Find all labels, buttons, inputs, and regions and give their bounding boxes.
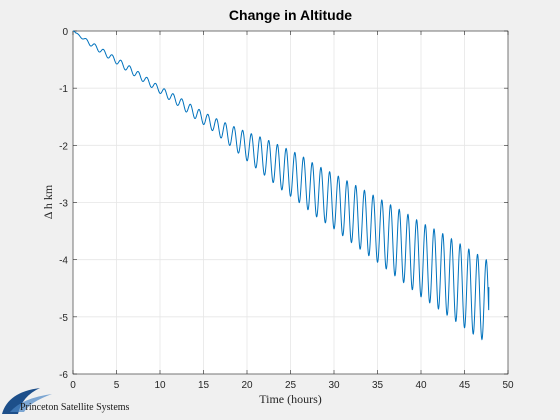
y-tick-labels: 0 -1 -2 -3 -4 -5 -6 bbox=[59, 27, 68, 381]
y-axis-label: Δ h km bbox=[41, 184, 55, 219]
y-tick-label: -6 bbox=[59, 370, 68, 381]
x-tick-label: 15 bbox=[198, 380, 210, 391]
logo-text: Princeton Satellite Systems bbox=[20, 402, 130, 413]
x-tick-label: 40 bbox=[415, 380, 427, 391]
y-tick-label: -4 bbox=[59, 256, 68, 267]
altitude-change-line bbox=[72, 30, 490, 341]
x-tick-label: 50 bbox=[502, 380, 514, 391]
logo-swoosh-accent-icon bbox=[10, 394, 52, 412]
logo-swoosh-icon bbox=[2, 388, 40, 414]
y-tick-label: -3 bbox=[59, 199, 68, 210]
x-tick-label: 5 bbox=[114, 380, 120, 391]
x-tick-label: 0 bbox=[70, 380, 76, 391]
y-tick-label: 0 bbox=[62, 27, 68, 38]
y-tick-label: -2 bbox=[59, 141, 68, 152]
x-tick-label: 45 bbox=[459, 380, 471, 391]
x-tick-label: 30 bbox=[328, 380, 340, 391]
x-tick-label: 25 bbox=[285, 380, 297, 391]
y-tick-label: -1 bbox=[59, 84, 68, 95]
chart-title: Change in Altitude bbox=[229, 7, 352, 23]
axes-box bbox=[72, 30, 509, 375]
princeton-logo: Princeton Satellite Systems bbox=[2, 388, 130, 414]
x-tick-label: 20 bbox=[241, 380, 253, 391]
y-tick-label: -5 bbox=[59, 313, 68, 324]
x-tick-labels: 0 5 10 15 20 25 30 35 40 45 50 bbox=[70, 380, 514, 391]
x-tick-label: 10 bbox=[154, 380, 166, 391]
x-tick-label: 35 bbox=[372, 380, 384, 391]
x-axis-label: Time (hours) bbox=[259, 392, 322, 406]
